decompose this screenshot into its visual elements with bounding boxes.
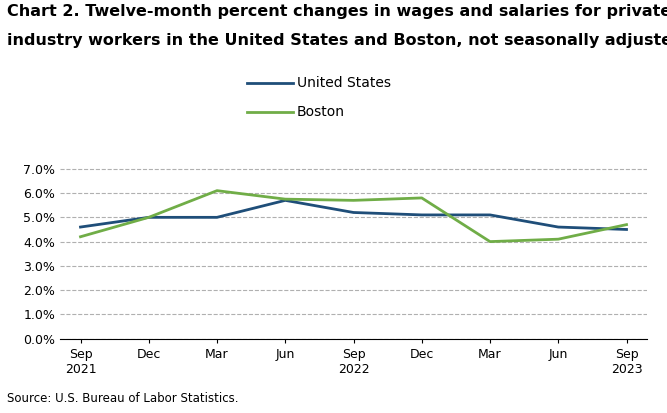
Text: Source: U.S. Bureau of Labor Statistics.: Source: U.S. Bureau of Labor Statistics. [7, 392, 238, 405]
Line: United States: United States [81, 200, 626, 230]
United States [622, 227, 630, 232]
United States [350, 210, 358, 215]
Text: Boston: Boston [297, 104, 345, 119]
Text: industry workers in the United States and Boston, not seasonally adjusted: industry workers in the United States an… [7, 33, 667, 48]
Line: Boston: Boston [81, 191, 626, 242]
Text: Chart 2. Twelve-month percent changes in wages and salaries for private: Chart 2. Twelve-month percent changes in… [7, 4, 667, 19]
United States [281, 198, 289, 203]
United States [486, 212, 494, 217]
United States [418, 212, 426, 217]
Boston [486, 239, 494, 244]
United States [77, 225, 85, 230]
Boston [622, 222, 630, 227]
Boston [554, 237, 562, 242]
Boston [350, 198, 358, 203]
United States [145, 215, 153, 220]
Boston [418, 195, 426, 200]
United States [554, 225, 562, 230]
Boston [77, 234, 85, 239]
Boston [213, 188, 221, 193]
Text: United States: United States [297, 76, 391, 90]
United States [213, 215, 221, 220]
Boston [145, 215, 153, 220]
Boston [281, 197, 289, 202]
